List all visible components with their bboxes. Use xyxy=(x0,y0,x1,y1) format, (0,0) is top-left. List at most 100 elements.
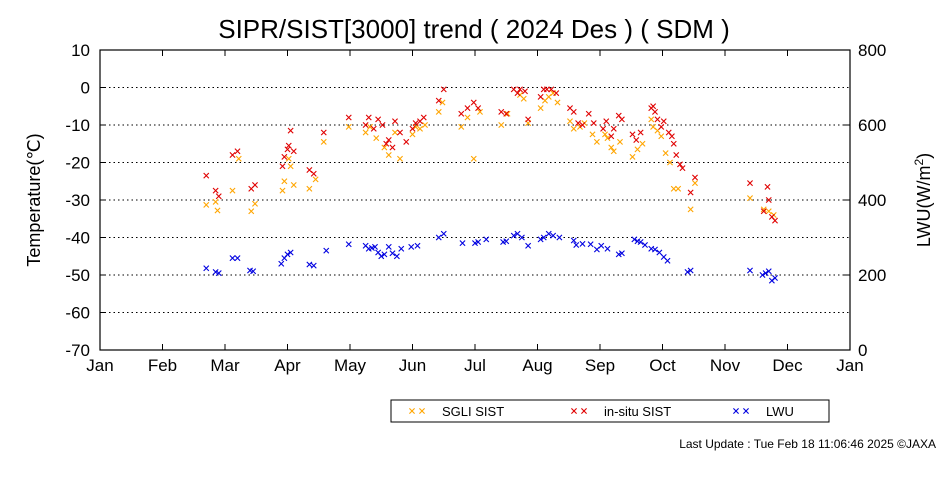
chart-title: SIPR/SIST[3000] trend ( 2024 Des ) ( SDM… xyxy=(218,14,730,44)
point-in-situ-sist xyxy=(772,217,778,224)
point-lwu xyxy=(323,247,330,254)
point-sgli-sist xyxy=(470,155,477,162)
point-lwu xyxy=(525,242,532,249)
point-lwu xyxy=(393,253,400,260)
point-in-situ-sist xyxy=(475,105,482,112)
point-sgli-sist xyxy=(498,122,505,128)
point-lwu xyxy=(503,238,510,245)
legend: SGLI SIST in-situ SIST LWU xyxy=(390,399,830,423)
x-tick-label: Jan xyxy=(86,356,113,375)
point-sgli-sist xyxy=(435,108,442,115)
point-sgli-sist xyxy=(320,138,327,145)
point-lwu xyxy=(637,239,644,245)
point-in-situ-sist xyxy=(503,110,510,117)
point-sgli-sist xyxy=(610,148,617,155)
data-points xyxy=(203,86,778,284)
point-sgli-sist xyxy=(593,138,600,145)
point-sgli-sist xyxy=(464,114,471,121)
point-in-situ-sist xyxy=(637,129,644,136)
point-in-situ-sist xyxy=(517,86,523,93)
point-in-situ-sist xyxy=(234,148,241,155)
point-in-situ-sist xyxy=(553,90,560,97)
point-in-situ-sist xyxy=(464,105,471,112)
point-lwu xyxy=(615,251,622,258)
point-in-situ-sist xyxy=(692,174,698,181)
point-sgli-sist xyxy=(747,195,753,202)
point-sgli-sist xyxy=(381,144,388,151)
point-in-situ-sist xyxy=(603,118,610,125)
legend-label-sgli-sist: SGLI SIST xyxy=(442,404,504,419)
point-in-situ-sist xyxy=(679,165,686,172)
point-sgli-sist xyxy=(248,208,255,215)
y-tick-label: -10 xyxy=(65,116,90,135)
point-lwu xyxy=(550,232,557,239)
legend-marker-lwu xyxy=(733,408,739,414)
legend-marker-in-situ-sist xyxy=(581,408,587,414)
point-sgli-sist xyxy=(765,208,772,215)
point-sgli-sist xyxy=(285,155,292,162)
point-sgli-sist xyxy=(306,185,313,192)
point-lwu xyxy=(408,243,415,250)
point-in-situ-sist xyxy=(435,97,442,104)
point-sgli-sist xyxy=(417,125,423,132)
y-tick-label: -30 xyxy=(65,191,90,210)
point-in-situ-sist xyxy=(590,120,597,127)
point-in-situ-sist xyxy=(279,163,286,170)
point-in-situ-sist xyxy=(670,140,677,147)
point-lwu xyxy=(656,249,663,256)
point-in-situ-sist xyxy=(575,120,582,127)
point-lwu xyxy=(540,234,547,241)
point-in-situ-sist xyxy=(654,116,661,123)
point-in-situ-sist xyxy=(290,148,297,155)
point-in-situ-sist xyxy=(652,108,658,115)
legend-marker-in-situ-sist xyxy=(571,408,577,414)
point-in-situ-sist xyxy=(403,138,410,145)
y2-axis-label-end: ) xyxy=(914,153,934,159)
point-lwu xyxy=(475,239,482,245)
y-tick-label: -70 xyxy=(65,341,90,360)
y-axis-label: Temperature(℃) xyxy=(24,133,44,266)
point-in-situ-sist xyxy=(345,114,352,121)
point-in-situ-sist xyxy=(629,131,636,138)
point-lwu xyxy=(368,245,375,251)
point-lwu xyxy=(664,257,671,264)
point-in-situ-sist xyxy=(383,140,390,147)
point-in-situ-sist xyxy=(498,108,505,115)
point-in-situ-sist xyxy=(285,142,292,149)
y-tick-label: -60 xyxy=(65,304,90,323)
point-in-situ-sist xyxy=(548,86,555,93)
x-tick-label: Dec xyxy=(772,356,803,375)
point-sgli-sist xyxy=(567,118,573,125)
point-sgli-sist xyxy=(692,180,698,187)
point-sgli-sist xyxy=(373,135,380,142)
point-in-situ-sist xyxy=(650,103,657,110)
point-in-situ-sist xyxy=(212,187,219,194)
point-lwu xyxy=(459,240,466,247)
point-lwu xyxy=(389,250,396,257)
point-in-situ-sist xyxy=(514,90,521,97)
point-in-situ-sist xyxy=(585,110,592,117)
point-sgli-sist xyxy=(662,150,669,157)
point-sgli-sist xyxy=(367,123,373,130)
point-lwu xyxy=(587,241,594,248)
right-axis-ticks: 800 600 400 200 0 xyxy=(844,41,886,360)
point-lwu xyxy=(598,242,605,249)
point-sgli-sist xyxy=(760,206,767,213)
point-sgli-sist xyxy=(639,140,646,147)
point-lwu xyxy=(483,236,490,243)
x-axis-ticks: Jan Feb Mar Apr May Jun Jul Aug Sep Oct Nov Dec Jan xyxy=(86,50,864,375)
point-lwu xyxy=(579,240,586,247)
point-sgli-sist xyxy=(235,155,242,162)
point-in-situ-sist xyxy=(440,86,447,93)
point-sgli-sist xyxy=(520,95,527,102)
point-lwu xyxy=(250,268,257,275)
point-lwu xyxy=(287,249,294,256)
point-in-situ-sist xyxy=(579,122,586,128)
point-sgli-sist xyxy=(279,187,286,194)
point-lwu xyxy=(372,243,378,250)
point-lwu xyxy=(687,267,694,274)
point-in-situ-sist xyxy=(412,120,419,127)
point-lwu xyxy=(306,261,313,268)
point-in-situ-sist xyxy=(375,116,382,123)
point-in-situ-sist xyxy=(618,116,625,123)
